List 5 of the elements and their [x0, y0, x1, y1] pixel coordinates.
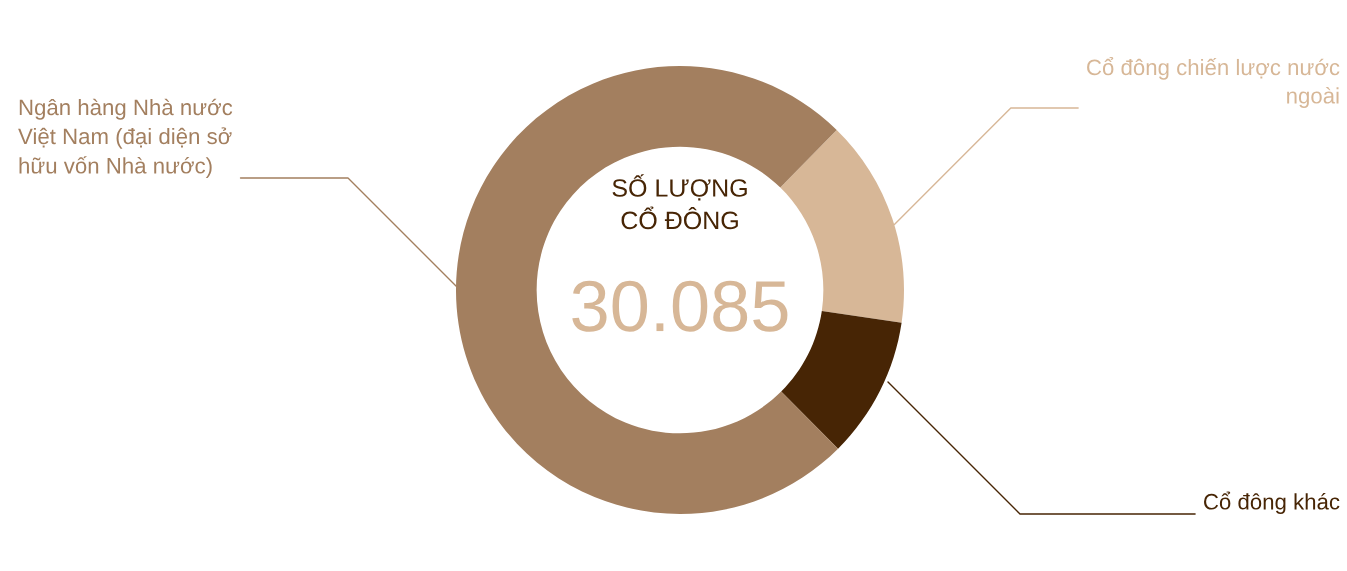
text: 30.085: [572, 280, 788, 332]
slice-label: Ngân hàng Nhà nước Việt Nam (đại diện sở hữu vốn Nhà nước): [18, 98, 233, 178]
text: SỐ LƯỢNG CỔ ĐÔNG: [612, 174, 747, 230]
slice-label: Cổ đông chiến lược nước ngoài: [1087, 57, 1340, 108]
slice-label: Cổ đông khác: [1204, 491, 1340, 514]
